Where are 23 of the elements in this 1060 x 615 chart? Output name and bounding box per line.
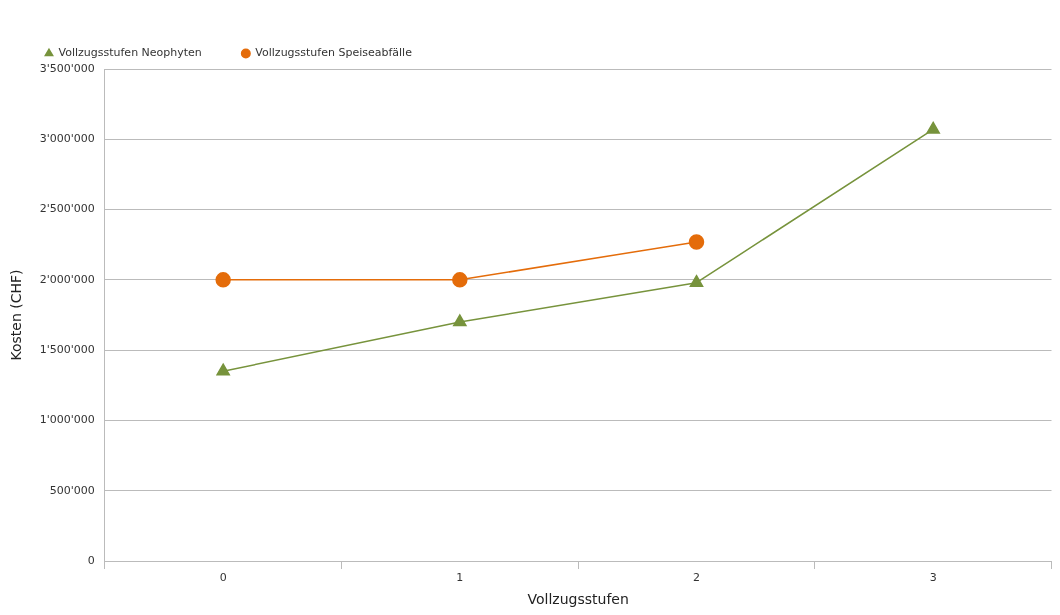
y-tick-label: 2'500'000 <box>39 202 95 216</box>
point <box>688 234 705 250</box>
x-axis-title: Vollzugsstufen <box>527 591 629 608</box>
point <box>452 272 468 288</box>
x-tick-label: 0 <box>219 571 227 585</box>
point <box>453 314 467 327</box>
x-tick-label: 1 <box>456 571 464 585</box>
legend-label: Vollzugsstufen Speiseabfälle <box>255 46 413 60</box>
point <box>215 272 231 288</box>
y-tick-label: 3'000'000 <box>39 132 95 146</box>
y-tick-label: 500'000 <box>49 483 95 497</box>
y-tick-label: 3'500'000 <box>39 61 95 75</box>
y-tick-label: 0 <box>87 553 95 567</box>
point <box>216 363 230 376</box>
y-tick-label: 1'000'000 <box>39 413 95 427</box>
legend-label: Vollzugsstufen Neophyten <box>58 46 202 60</box>
point <box>926 121 940 134</box>
y-tick-label: 2'000'000 <box>39 272 95 286</box>
y-tick-label: 1'500'000 <box>39 343 95 356</box>
point <box>689 274 704 287</box>
y-axis-title: Kosten (CHF) <box>8 269 25 361</box>
x-tick-label: 2 <box>693 571 700 585</box>
x-tick-label: 3 <box>929 571 937 585</box>
